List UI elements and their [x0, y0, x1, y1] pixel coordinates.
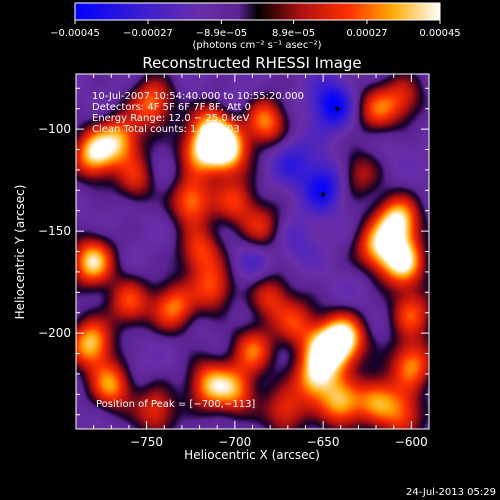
peak-marker-dot [335, 106, 340, 111]
axis-ticks: −750 −700 −650 −600 −100 −150 −200 [38, 74, 429, 449]
colorbar-units: (photons cm⁻² s⁻¹ asec⁻²) [192, 40, 321, 51]
peak-marker-dot [320, 192, 326, 197]
x-tick-label: −650 [307, 435, 340, 449]
colorbar-tick-label: −8.9e−05 [196, 28, 248, 39]
colorbar-tick-label: 8.9e−05 [272, 28, 315, 39]
info-line-clean: Clean Total counts: 1.44E+03 [92, 124, 240, 135]
y-tick-label: −100 [38, 122, 71, 136]
x-tick-label: −600 [395, 435, 428, 449]
info-line-detectors: Detectors: 4F 5F 6F 7F 8F, Att 0 [92, 102, 251, 113]
y-axis-label: Heliocentric Y (arcsec) [13, 185, 27, 320]
x-tick-label: −700 [218, 435, 251, 449]
peak-position-label: Position of Peak = [−700,−113] [96, 399, 255, 410]
colorbar-ticks: −0.00045 −0.00027 −8.9e−05 8.9e−05 0.00027 0.… [50, 20, 461, 39]
info-text-block: 10-Jul-2007 10:54:40.000 to 10:55:20.000… [92, 91, 304, 135]
y-tick-label: −200 [38, 326, 71, 340]
x-tick-label: −750 [130, 435, 163, 449]
x-axis-label: Heliocentric X (arcsec) [184, 448, 320, 462]
heatmap-image [76, 74, 429, 429]
colorbar-tick-label: −0.00027 [123, 28, 173, 39]
timestamp: 24-Jul-2013 05:29 [406, 487, 496, 498]
colorbar-tick-label: 0.00027 [346, 28, 387, 39]
chart-title: Reconstructed RHESSI Image [142, 54, 361, 72]
colorbar-tick-label: 0.00045 [419, 28, 460, 39]
colorbar [74, 2, 441, 21]
info-line-time: 10-Jul-2007 10:54:40.000 to 10:55:20.000 [92, 91, 304, 102]
colorbar-tick-label: −0.00045 [50, 28, 100, 39]
peak-markers [320, 106, 340, 197]
y-tick-label: −150 [38, 224, 71, 238]
info-line-energy: Energy Range: 12.0 − 25.0 keV [92, 113, 249, 124]
